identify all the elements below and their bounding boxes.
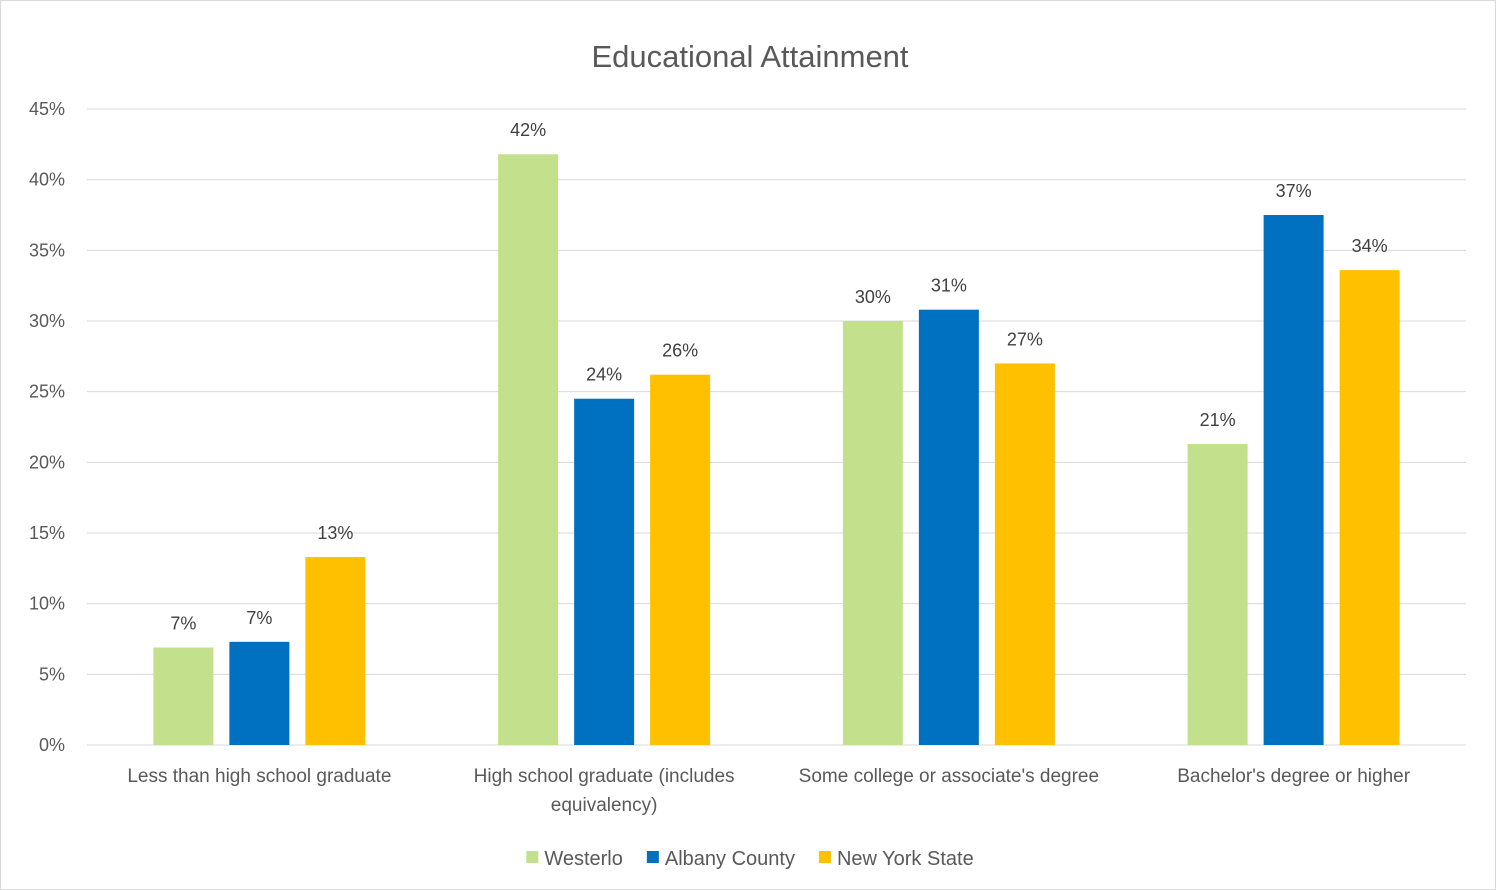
category-label: Less than high school graduate [127, 766, 391, 787]
y-tick-label: 0% [39, 735, 65, 755]
category-labels: Less than high school graduate High schoo… [127, 766, 1410, 816]
data-labels: 7% 7% 13% 42% 24% 26% 30% 31% 27% 21% 37% 34% [170, 120, 1387, 633]
bar-westerlo [498, 154, 559, 745]
bar-new-york-state [994, 363, 1055, 745]
chart-title: Educational Attainment [591, 39, 908, 74]
bars [153, 154, 1400, 745]
y-tick-label: 45% [29, 99, 65, 119]
data-label: 27% [1007, 329, 1043, 349]
data-label: 34% [1352, 236, 1388, 256]
bar-new-york-state [1339, 270, 1400, 745]
data-label: 42% [510, 120, 546, 140]
legend-label: New York State [837, 848, 974, 870]
data-label: 24% [586, 365, 622, 385]
data-label: 7% [246, 608, 272, 628]
data-label: 37% [1276, 181, 1312, 201]
category-label: Bachelor's degree or higher [1177, 766, 1410, 787]
legend-item-westerlo: Westerlo [526, 848, 623, 870]
bar-albany-county [229, 641, 290, 745]
bar-westerlo [1187, 443, 1248, 745]
category-label: Some college or associate's degree [799, 766, 1099, 787]
legend-swatch [818, 851, 831, 863]
bar-westerlo [842, 321, 903, 745]
data-label: 13% [317, 523, 353, 543]
category-label: equivalency) [551, 795, 658, 816]
data-label: 26% [662, 341, 698, 361]
y-tick-label: 25% [29, 382, 65, 402]
legend-swatch [526, 851, 539, 863]
y-tick-label: 35% [29, 240, 65, 260]
y-tick-label: 40% [29, 170, 65, 190]
gridlines [87, 108, 1466, 746]
y-tick-label: 5% [39, 664, 65, 684]
legend-item-albany-county: Albany County [646, 848, 795, 870]
data-label: 21% [1200, 410, 1236, 430]
y-tick-label: 15% [29, 523, 65, 543]
legend-label: Westerlo [544, 848, 623, 870]
data-label: 7% [170, 613, 196, 633]
legend: Westerlo Albany County New York State [526, 848, 974, 870]
legend-swatch [646, 851, 659, 863]
data-label: 31% [931, 276, 967, 296]
y-tick-label: 20% [29, 452, 65, 472]
bar-albany-county [918, 309, 979, 745]
bar-new-york-state [650, 374, 711, 745]
y-tick-label: 30% [29, 311, 65, 331]
bar-albany-county [574, 398, 635, 745]
data-label: 30% [855, 287, 891, 307]
legend-item-new-york-state: New York State [818, 848, 974, 870]
bar-westerlo [153, 647, 214, 745]
y-axis-ticks: 0% 5% 10% 15% 20% 25% 30% 35% 40% 45% [29, 99, 65, 755]
category-label: High school graduate (includes [474, 766, 735, 787]
bar-new-york-state [305, 557, 366, 745]
legend-label: Albany County [665, 848, 795, 870]
y-tick-label: 10% [29, 594, 65, 614]
bar-albany-county [1263, 215, 1324, 745]
